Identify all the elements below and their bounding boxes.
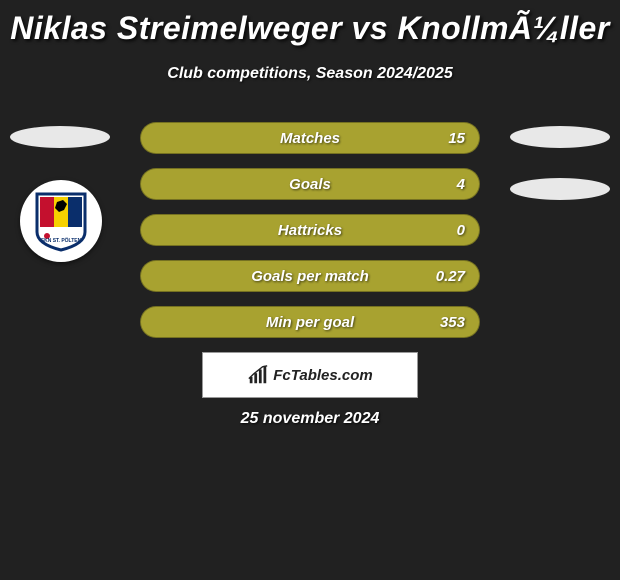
source-attribution[interactable]: FcTables.com: [202, 352, 418, 398]
date-text: 25 november 2024: [0, 410, 620, 428]
stats-container: Matches 15 Goals 4 Hattricks 0 Goals per…: [140, 122, 480, 352]
stat-row-goals: Goals 4: [140, 168, 480, 200]
stat-value: 353: [440, 314, 465, 331]
stat-value: 0: [457, 222, 465, 239]
chart-icon: [247, 364, 269, 386]
player2-photo-placeholder: [510, 126, 610, 148]
stat-row-matches: Matches 15: [140, 122, 480, 154]
stat-row-min-per-goal: Min per goal 353: [140, 306, 480, 338]
stat-value: 4: [457, 176, 465, 193]
stat-value: 15: [448, 130, 465, 147]
player1-photo-placeholder: [10, 126, 110, 148]
page-title: Niklas Streimelweger vs KnollmÃ¼ller: [0, 0, 620, 47]
club-shield-icon: SKN ST. PÖLTEN: [33, 190, 89, 252]
stat-label: Matches: [280, 130, 340, 147]
stat-label: Min per goal: [266, 314, 354, 331]
stat-row-hattricks: Hattricks 0: [140, 214, 480, 246]
stat-value: 0.27: [436, 268, 465, 285]
source-text: FcTables.com: [273, 367, 372, 384]
subtitle: Club competitions, Season 2024/2025: [0, 65, 620, 83]
stat-label: Goals per match: [251, 268, 369, 285]
stat-row-goals-per-match: Goals per match 0.27: [140, 260, 480, 292]
stat-label: Hattricks: [278, 222, 342, 239]
player1-club-badge: SKN ST. PÖLTEN: [20, 180, 102, 262]
svg-text:SKN ST. PÖLTEN: SKN ST. PÖLTEN: [41, 237, 82, 244]
stat-label: Goals: [289, 176, 331, 193]
player2-club-placeholder: [510, 178, 610, 200]
